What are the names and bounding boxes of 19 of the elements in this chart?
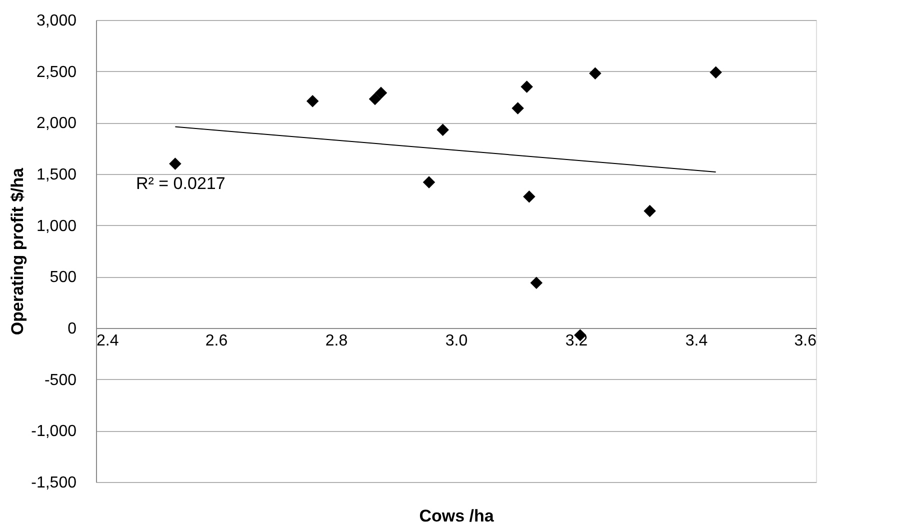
y-tick-label: -1,000 — [31, 423, 77, 440]
x-tick-label: 3.6 — [794, 332, 817, 350]
y-tick-label: 1,000 — [36, 218, 77, 235]
y-axis-title: Operating profit $/ha — [8, 167, 28, 336]
x-tick-label: 2.6 — [205, 332, 228, 350]
y-tick-label: 0 — [68, 320, 77, 338]
y-tick-label: -500 — [44, 372, 77, 389]
x-tick-label: 3.4 — [685, 332, 708, 350]
x-axis-title: Cows /ha — [419, 506, 494, 526]
y-tick-label: 2,000 — [36, 115, 77, 132]
y-tick-label: -1,500 — [31, 474, 77, 492]
y-tick-label: 3,000 — [36, 12, 77, 30]
annotation: R² = 0.0217 — [136, 174, 226, 193]
y-tick-label: 1,500 — [36, 166, 77, 184]
x-tick-label: 3.0 — [445, 332, 468, 350]
y-tick-label: 2,500 — [36, 64, 77, 81]
y-tick-label: 500 — [50, 269, 77, 286]
x-tick-label: 2.8 — [325, 332, 348, 350]
x-tick-label: 2.4 — [96, 332, 119, 350]
